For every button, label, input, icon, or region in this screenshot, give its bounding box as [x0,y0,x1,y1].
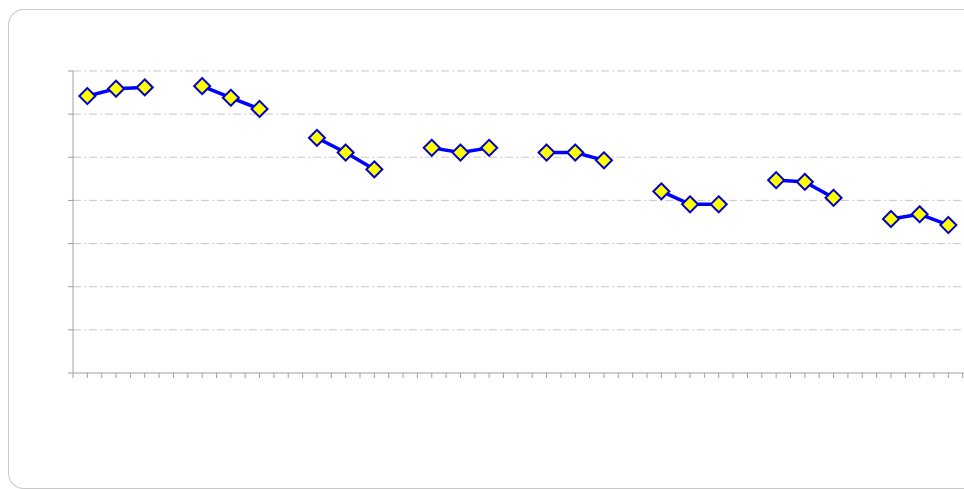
chart-frame [8,9,964,489]
data-point-marker [565,143,585,162]
data-point-marker [135,77,155,97]
series-group [77,76,958,235]
data-point-marker [824,188,843,208]
gridlines [73,70,964,331]
data-point-marker [307,128,327,148]
data-point-marker [250,99,269,119]
data-point-marker [766,170,786,190]
data-point-marker [709,194,729,214]
data-point-marker [938,215,958,235]
line-chart [68,70,964,378]
data-point-marker [881,209,901,229]
data-point-marker [336,143,356,162]
axes [68,70,964,378]
data-point-marker [77,86,97,106]
data-point-marker [594,150,614,170]
data-point-marker [795,172,815,192]
data-point-marker [910,204,930,224]
data-point-marker [680,194,700,214]
data-point-marker [651,181,671,201]
data-point-marker [451,143,470,162]
data-point-marker [106,79,126,99]
data-point-marker [537,143,556,162]
data-point-marker [192,76,212,96]
data-point-marker [422,138,442,158]
data-point-marker [479,138,499,158]
data-point-marker [364,159,384,179]
data-point-marker [221,88,241,108]
